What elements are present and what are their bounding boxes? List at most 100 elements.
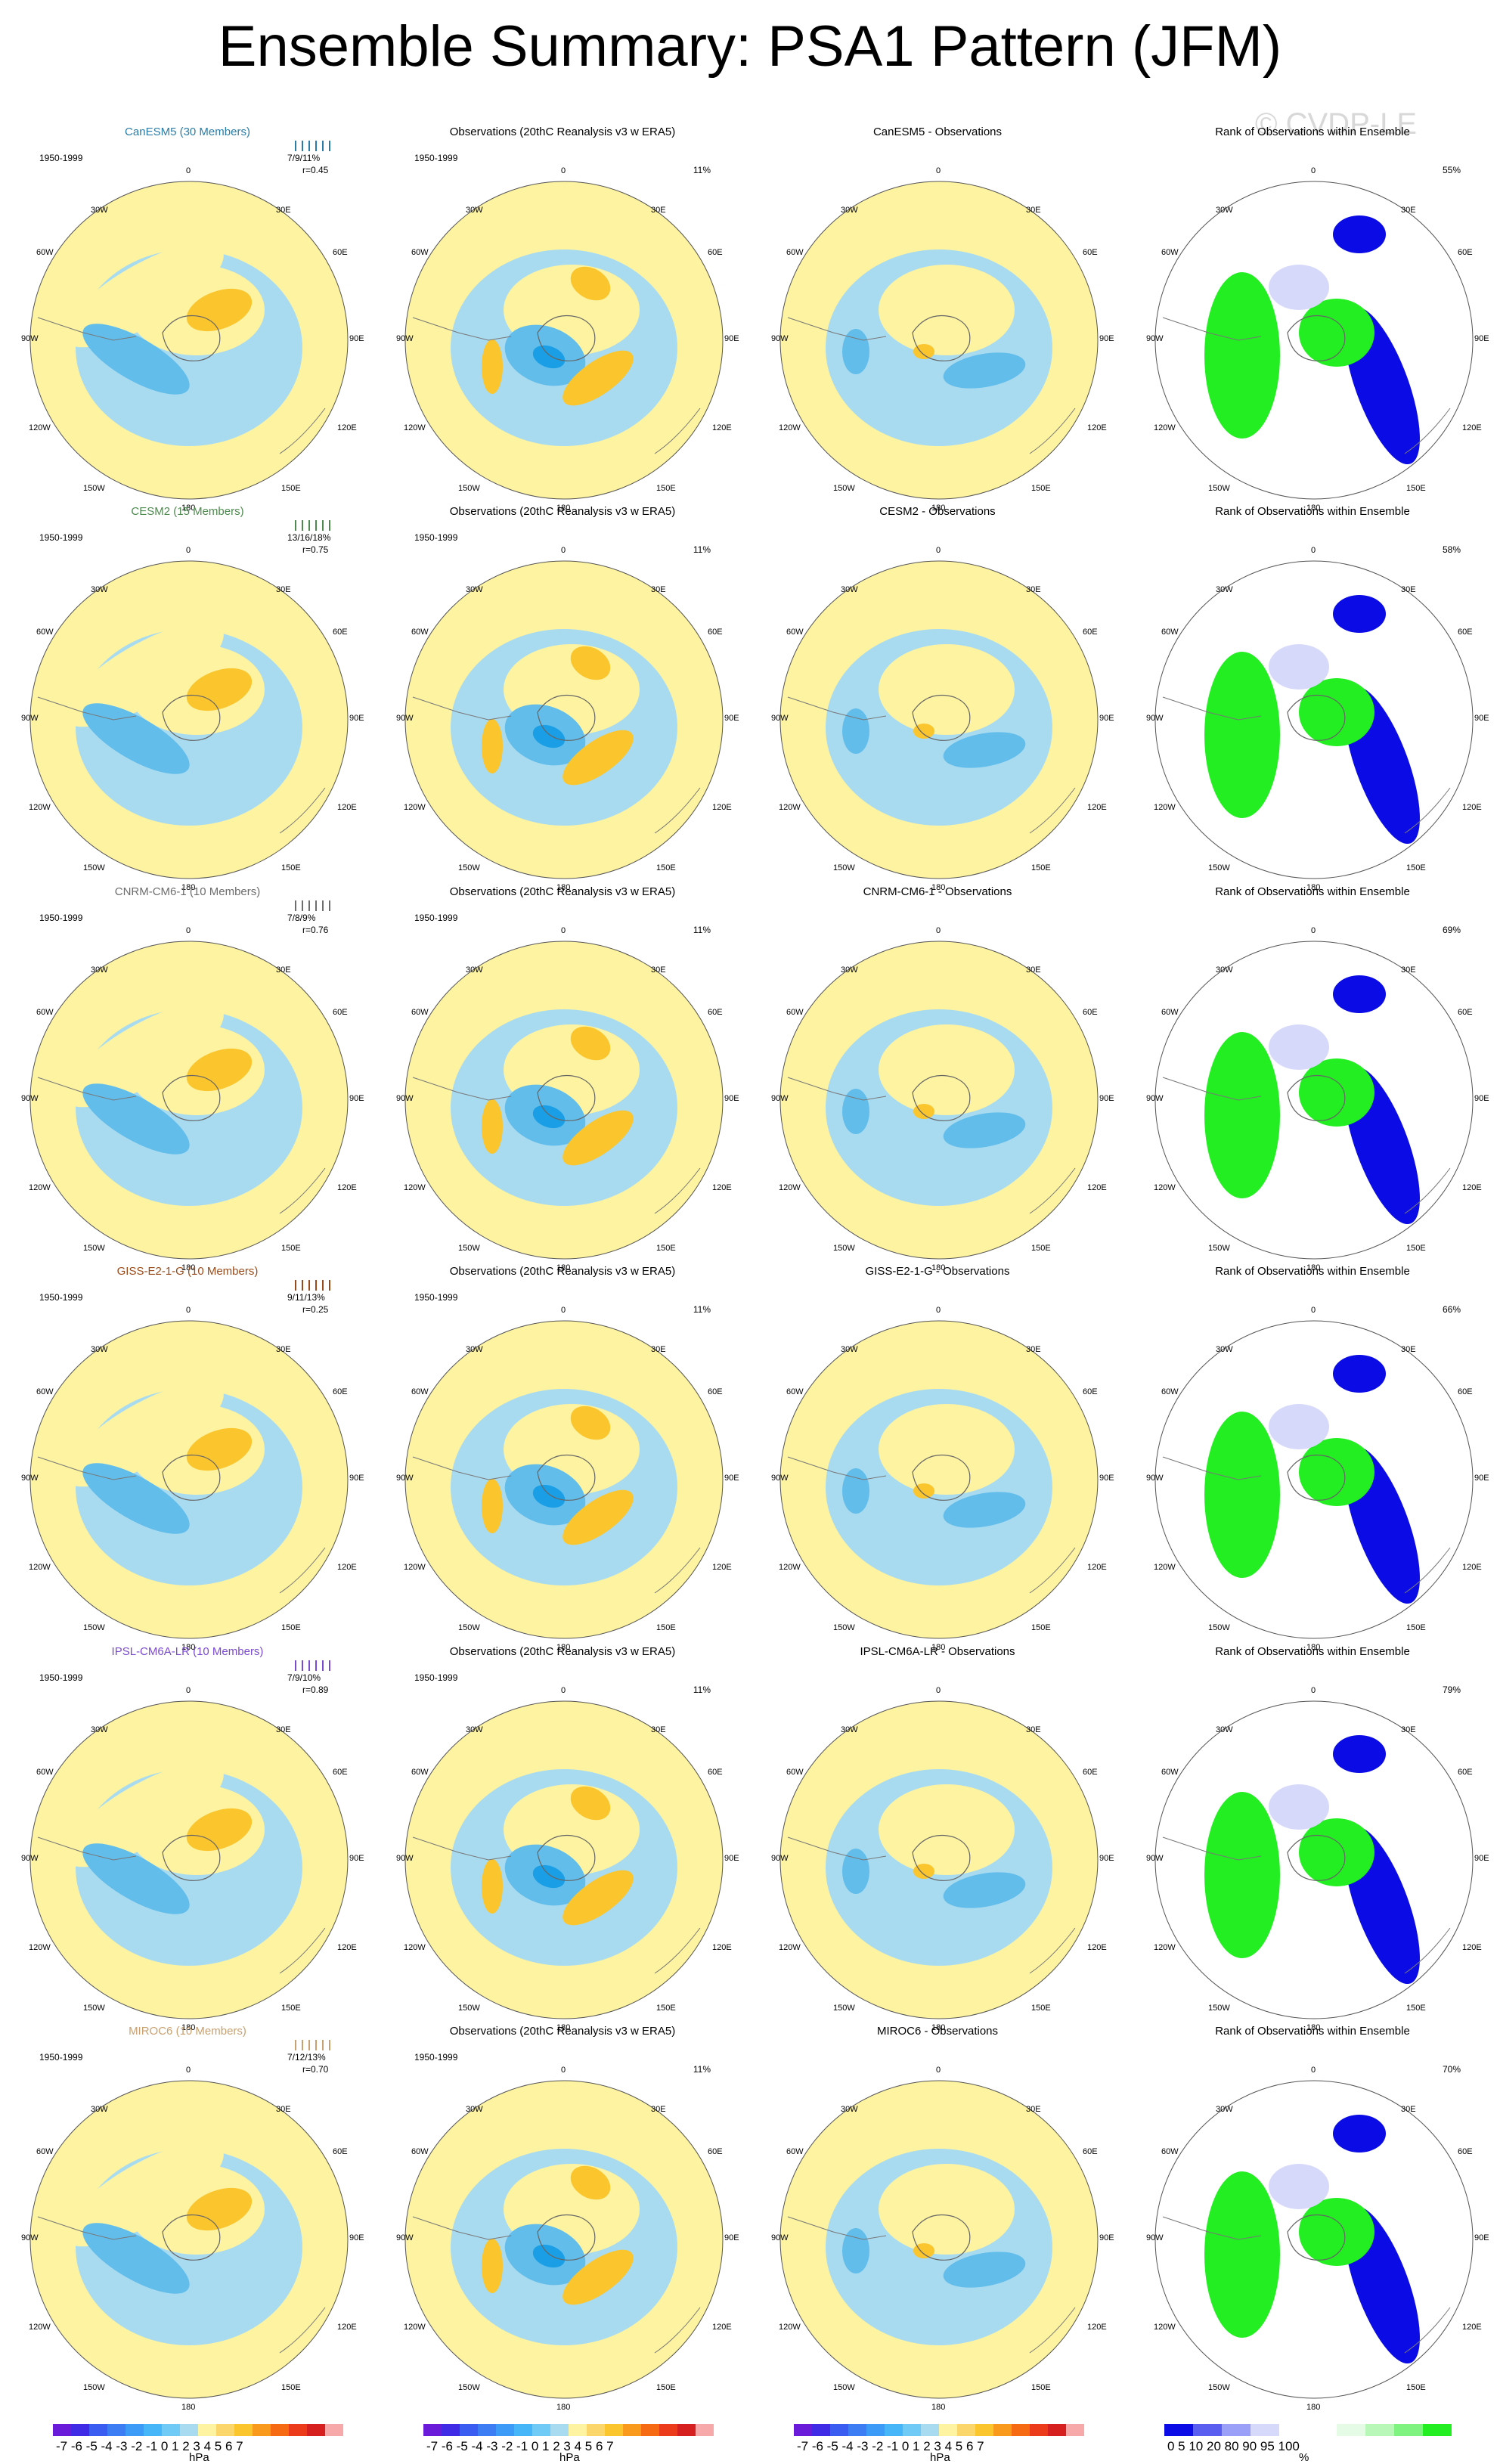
antarctica-outline (537, 694, 596, 741)
longitude-label: 120W (404, 1183, 426, 1192)
anomaly-contour (913, 1864, 934, 1879)
map-boundary (1154, 941, 1474, 1260)
longitude-label: 150W (83, 1244, 105, 1253)
positive-anomaly-region (879, 1404, 1015, 1495)
member-tick (308, 1280, 310, 1291)
period-label: 1950-1999 (414, 913, 458, 923)
australia-coast (1029, 1927, 1076, 1974)
rank-region (1269, 644, 1329, 690)
member-tick (322, 520, 324, 531)
longitude-label: 180 (181, 1263, 196, 1272)
longitude-label: 60E (1083, 248, 1098, 257)
anomaly-contour (82, 324, 190, 395)
rank-region (1204, 1032, 1280, 1198)
longitude-label: 0 (936, 2066, 941, 2075)
hpa-colorbar: -7 -6 -5 -4 -3 -2 -1 0 1 2 3 4 5 6 7 hPa (423, 2424, 714, 2464)
longitude-label: 30E (651, 965, 666, 975)
model-panel: CanESM5 (30 Members) 1950-1999 7/9/11% r=0.… (0, 121, 375, 513)
colorbar-swatch (144, 2424, 162, 2436)
member-tick (302, 1280, 303, 1291)
member-tick (329, 2040, 330, 2050)
anomaly-contour (186, 1427, 253, 1471)
longitude-label: 90W (771, 714, 789, 723)
longitude-label: 60W (411, 2147, 429, 2156)
longitude-label: 180 (181, 883, 196, 892)
anomaly-contour (562, 1489, 634, 1545)
anomaly-contour (186, 2187, 253, 2231)
member-tick (295, 2040, 296, 2050)
colorbar-swatch (442, 2424, 460, 2436)
longitude-label: 90W (1146, 1474, 1164, 1483)
longitude-label: 150W (833, 1623, 855, 1632)
colorbar-swatch (659, 2424, 677, 2436)
longitude-label: 150W (1208, 1623, 1230, 1632)
longitude-label: 150W (1208, 1244, 1230, 1253)
longitude-label: 90W (1146, 334, 1164, 343)
colorbar-swatch (1193, 2424, 1222, 2436)
longitude-label: 120E (712, 1943, 732, 1952)
difference-panel: CESM2 - Observations 0 180 30W 60W 90W 120W 150… (750, 501, 1125, 892)
longitude-label: 30W (1216, 965, 1233, 975)
south-america-coast (787, 1836, 887, 1861)
anomaly-contour (913, 1483, 934, 1499)
longitude-label: 150W (458, 484, 480, 493)
member-spread-glyph (289, 141, 342, 151)
south-america-coast (787, 1456, 887, 1480)
pattern-stats: 7/9/10% (287, 1672, 321, 1683)
longitude-label: 150W (1208, 2004, 1230, 2013)
longitude-label: 90W (396, 2233, 414, 2242)
period-label: 1950-1999 (39, 1292, 83, 1303)
australia-coast (1029, 408, 1076, 454)
anomaly-contour (913, 724, 934, 739)
map-boundary (29, 1320, 349, 1639)
longitude-label: 120W (779, 1563, 801, 1572)
model-map (29, 1700, 349, 2019)
anomaly-contour (562, 1110, 634, 1166)
member-spread-glyph (289, 1660, 342, 1671)
longitude-label: 150E (1406, 2004, 1426, 2013)
longitude-label: 30E (1026, 206, 1041, 215)
obs-map (404, 2080, 724, 2399)
anomaly-contour (570, 2165, 611, 2200)
longitude-label: 120E (1087, 1183, 1107, 1192)
colorbar-swatch (162, 2424, 180, 2436)
rank-region (1299, 1438, 1374, 1506)
longitude-label: 90E (1099, 1474, 1114, 1483)
colorbar-swatch (848, 2424, 866, 2436)
antarctica-outline (162, 694, 221, 741)
pattern-correlation: r=0.45 (302, 165, 329, 175)
australia-coast (1404, 1167, 1451, 1214)
model-map (29, 560, 349, 879)
colorbar-swatch (587, 2424, 605, 2436)
longitude-label: 30E (651, 2105, 666, 2114)
colorbar-swatch (532, 2424, 550, 2436)
longitude-label: 60W (786, 1387, 804, 1396)
anomaly-contour (913, 344, 934, 359)
rank-title: Rank of Observations within Ensemble (1215, 126, 1410, 138)
longitude-label: 150W (83, 2004, 105, 2013)
rank-colorbar: 0 5 10 20 80 90 95 100% (1164, 2424, 1452, 2464)
longitude-label: 60E (1083, 2147, 1098, 2156)
longitude-label: 90W (21, 1854, 39, 1863)
australia-coast (279, 1927, 326, 1974)
map-boundary (779, 2080, 1099, 2399)
longitude-label: 180 (556, 1643, 571, 1652)
observations-title: Observations (20thC Reanalysis v3 w ERA5… (449, 2025, 676, 2038)
longitude-label: 60E (1083, 1008, 1098, 1017)
observations-title: Observations (20thC Reanalysis v3 w ERA5… (449, 1645, 676, 1658)
longitude-label: 60W (786, 2147, 804, 2156)
longitude-label: 150E (281, 2004, 301, 2013)
member-tick (308, 1660, 310, 1671)
longitude-label: 60W (786, 1008, 804, 1017)
anomaly-contour (562, 730, 634, 786)
longitude-label: 30W (841, 1345, 858, 1354)
member-spread-glyph (289, 1280, 342, 1291)
longitude-label: 0 (936, 1686, 941, 1695)
rank-map (1154, 941, 1474, 1260)
longitude-label: 30W (841, 585, 858, 594)
observations-panel: Observations (20thC Reanalysis v3 w ERA5… (375, 501, 750, 892)
longitude-label: 90E (724, 714, 739, 723)
model-map (29, 941, 349, 1260)
longitude-label: 180 (556, 1263, 571, 1272)
longitude-label: 180 (181, 2403, 196, 2412)
